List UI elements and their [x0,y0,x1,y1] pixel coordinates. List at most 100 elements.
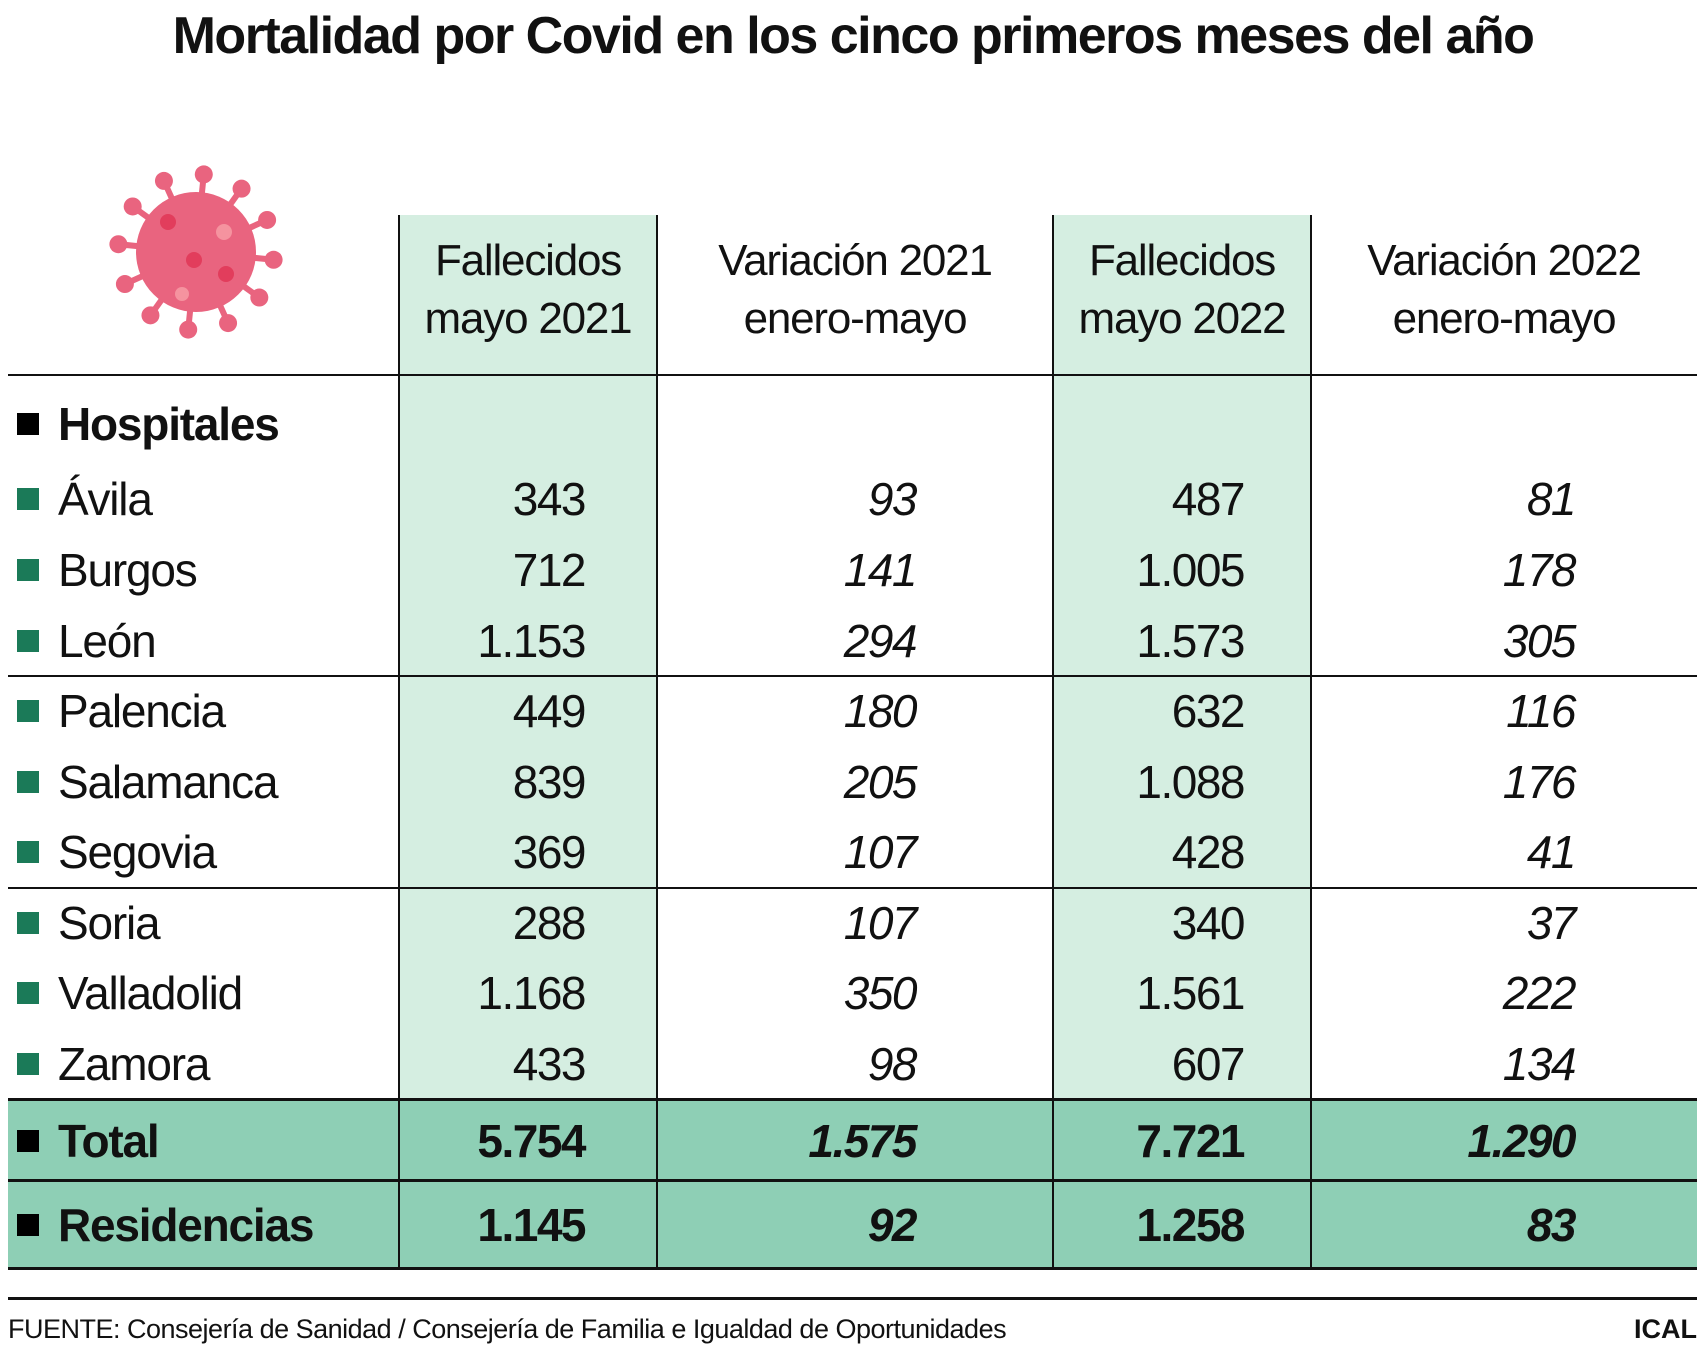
value-cell: 343 [512,473,587,525]
value-cell: 83 [1526,1199,1577,1251]
column-header-line2: mayo 2021 [424,294,633,343]
column-header: Fallecidos mayo 2022 [1053,225,1311,355]
row-marker-icon [17,559,39,581]
row-label: Valladolid [17,958,243,1028]
value-cell: 1.153 [477,615,586,667]
virus-spike-tip [264,250,283,269]
value-cell: 116 [1506,685,1576,737]
row-marker-icon [17,488,39,510]
residencias-divider [8,1179,1697,1182]
value-cell: 839 [512,756,587,808]
table-row: Salamanca 839 205 1.088 176 [0,747,1706,817]
column-header: Fallecidos mayo 2021 [399,225,657,355]
row-marker-icon [17,982,39,1004]
value-cell: 81 [1526,473,1577,525]
value-cell: 141 [843,544,918,596]
row-divider [8,887,1697,889]
value-cell: 288 [512,897,587,949]
column-shade-2021 [399,215,657,1099]
value-cell: 93 [867,473,918,525]
value-cell: 487 [1171,473,1246,525]
value-cell: 107 [843,826,918,878]
value-cell: 1.573 [1136,615,1245,667]
column-border [1310,215,1312,1268]
value-cell: 350 [843,967,918,1019]
virus-icon [109,165,283,339]
row-marker-icon [17,912,39,934]
column-border [398,215,400,1268]
value-cell: 340 [1171,897,1246,949]
column-border [1052,215,1054,1268]
row-label-text: Zamora [58,1038,210,1090]
column-header: Variación 2022 enero-mayo [1311,225,1697,355]
column-header-line1: Variación 2022 [1367,236,1642,285]
value-cell: 607 [1171,1038,1246,1090]
row-label: Soria [17,888,161,958]
value-cell: 7.721 [1136,1114,1245,1167]
value-cell: 180 [843,685,918,737]
value-cell: 1.145 [477,1199,586,1251]
row-label-text: Total [58,1114,160,1167]
table-row: León 1.153 294 1.573 305 [0,606,1706,676]
total-band [8,1099,1697,1268]
value-cell: 712 [512,544,587,596]
brand-logo: ICAL [1634,1314,1697,1344]
table-row: Valladolid 1.168 350 1.561 222 [0,958,1706,1028]
chart-title: Mortalidad por Covid en los cinco primer… [172,7,1535,65]
row-label: Salamanca [17,747,279,817]
row-label: Total [17,1101,160,1180]
column-header-line1: Fallecidos [434,236,622,285]
table-row: Ávila 343 93 487 81 [0,464,1706,534]
row-marker-icon [17,1129,39,1152]
source-note: FUENTE: Consejería de Sanidad / Consejer… [8,1314,1007,1344]
value-cell: 1.575 [808,1114,917,1167]
column-border [656,215,658,1268]
table-bottom [8,1267,1697,1270]
column-header: Variación 2021 enero-mayo [657,225,1053,355]
virus-spike-tip [179,320,198,339]
section-row: Hospitales [0,382,1706,466]
value-cell: 134 [1502,1038,1577,1090]
value-cell: 92 [867,1199,918,1251]
value-cell: 449 [512,685,587,737]
value-cell: 41 [1526,826,1577,878]
row-marker-icon [17,841,39,863]
column-header-line1: Fallecidos [1088,236,1276,285]
row-label-text: Segovia [58,826,217,878]
table-row: Segovia 369 107 428 41 [0,817,1706,887]
value-cell: 1.290 [1467,1114,1576,1167]
table-row: Burgos 712 141 1.005 178 [0,535,1706,605]
virus-spike-tip [250,288,269,307]
section-label-text: Hospitales [58,398,280,450]
value-cell: 176 [1502,756,1577,808]
row-label-text: Valladolid [58,967,243,1019]
value-cell: 37 [1526,897,1577,949]
row-label-text: Residencias [58,1199,314,1251]
total-divider [8,1098,1697,1101]
row-marker-icon [17,413,39,435]
footer-rule [8,1297,1697,1300]
row-marker-icon [17,1214,39,1236]
virus-spike-tip [123,197,142,216]
row-label-text: Salamanca [58,756,279,808]
column-header-line2: enero-mayo [743,294,968,343]
value-cell: 1.005 [1136,544,1245,596]
column-shade-2022 [1053,215,1311,1099]
row-label: Residencias [17,1182,314,1268]
virus-spike-tip [232,179,251,198]
row-label: Segovia [17,817,217,887]
value-cell: 178 [1502,544,1577,596]
value-cell: 369 [512,826,587,878]
row-label: Palencia [17,676,226,746]
value-cell: 305 [1502,615,1577,667]
row-marker-icon [17,771,39,793]
row-marker-icon [17,700,39,722]
section-label: Hospitales [17,382,280,466]
row-label-text: Ávila [58,473,153,525]
column-header-line2: mayo 2022 [1078,294,1287,343]
header-divider [8,374,1697,376]
row-label-text: Burgos [58,544,198,596]
value-cell: 1.561 [1136,967,1245,1019]
value-cell: 222 [1502,967,1577,1019]
value-cell: 433 [512,1038,587,1090]
